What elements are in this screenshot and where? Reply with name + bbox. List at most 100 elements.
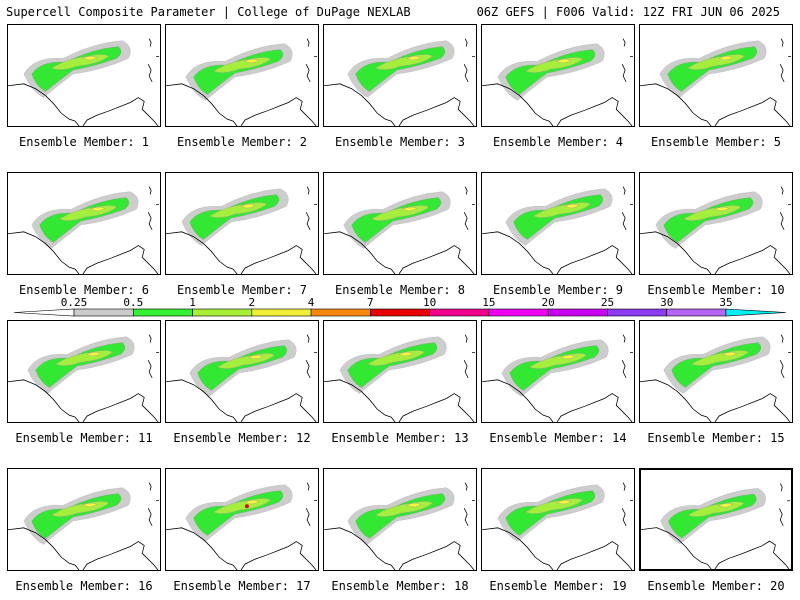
- colorbar-swatch: [666, 308, 727, 317]
- scp-map-9: [482, 186, 634, 274]
- ensemble-panel-6[interactable]: [7, 172, 161, 275]
- ensemble-member-label: Ensemble Member: 5: [650, 135, 782, 149]
- ensemble-member-label: Ensemble Member: 7: [176, 283, 308, 297]
- colorbar: [13, 308, 787, 317]
- scp-contour-3: [90, 206, 106, 212]
- scp-map-4: [482, 38, 634, 126]
- ensemble-panel-14[interactable]: [481, 320, 635, 423]
- coastline: [641, 483, 791, 569]
- scp-contour-3: [560, 354, 576, 360]
- coastline: [324, 38, 476, 126]
- ensemble-panel-17[interactable]: [165, 468, 319, 571]
- scp-contour-3: [406, 55, 422, 61]
- colorbar-tick-label: 2: [248, 296, 256, 309]
- ensemble-member-label: Ensemble Member: 13: [331, 431, 469, 445]
- colorbar-swatch: [132, 308, 193, 317]
- header-title: Supercell Composite Parameter | College …: [6, 5, 411, 19]
- scp-contour-3: [244, 58, 260, 64]
- colorbar-tick-label: 1: [189, 296, 196, 309]
- scp-map-11: [8, 334, 160, 422]
- coastline: [640, 38, 792, 126]
- ensemble-panel-5[interactable]: [639, 24, 793, 127]
- ensemble-member-label: Ensemble Member: 12: [173, 431, 311, 445]
- scp-contour-3: [402, 206, 418, 212]
- ensemble-panel-12[interactable]: [165, 320, 319, 423]
- scp-map-14: [482, 334, 634, 422]
- coastline: [8, 334, 160, 422]
- colorbar-tick-label: 35: [719, 296, 733, 309]
- scp-map-8: [324, 186, 476, 274]
- scp-contour-3: [718, 55, 734, 61]
- scp-map-7: [166, 186, 318, 274]
- scp-max-spot: [244, 504, 249, 509]
- scp-map-1: [8, 38, 160, 126]
- ensemble-panel-1[interactable]: [7, 24, 161, 127]
- coastline: [324, 482, 476, 570]
- colorbar-tick-label: 0.25: [60, 296, 88, 309]
- colorbar-tick-label: 25: [600, 296, 615, 309]
- coastline: [482, 334, 634, 422]
- colorbar-swatch: [310, 308, 371, 317]
- coastline: [482, 38, 634, 126]
- scp-contour-3: [240, 203, 256, 209]
- coastline: [166, 38, 318, 126]
- scp-map-18: [324, 482, 476, 570]
- scp-contour-3: [248, 354, 264, 360]
- scp-map-15: [640, 334, 792, 422]
- ensemble-panel-9[interactable]: [481, 172, 635, 275]
- scp-contour-3: [82, 55, 98, 61]
- colorbar-swatch: [607, 308, 668, 317]
- ensemble-member-label: Ensemble Member: 4: [492, 135, 624, 149]
- ensemble-panel-18[interactable]: [323, 468, 477, 571]
- coastline: [8, 186, 160, 274]
- colorbar-swatch: [251, 308, 312, 317]
- ensemble-member-label: Ensemble Member: 6: [18, 283, 150, 297]
- ensemble-panel-15[interactable]: [639, 320, 793, 423]
- colorbar-tick-label: 4: [307, 296, 315, 309]
- ensemble-panel-16[interactable]: [7, 468, 161, 571]
- coastline: [324, 186, 476, 274]
- colorbar-swatch: [73, 308, 134, 317]
- ensemble-panel-19[interactable]: [481, 468, 635, 571]
- scp-contour-3: [86, 351, 102, 357]
- scp-contour-3: [556, 58, 572, 64]
- ensemble-member-label: Ensemble Member: 10: [647, 283, 785, 297]
- scp-map-17: [166, 482, 318, 570]
- scp-contour-3: [398, 351, 414, 357]
- ensemble-panel-2[interactable]: [165, 24, 319, 127]
- ensemble-panel-3[interactable]: [323, 24, 477, 127]
- scp-map-6: [8, 186, 160, 274]
- scp-map-10: [640, 186, 792, 274]
- ensemble-member-label: Ensemble Member: 11: [15, 431, 153, 445]
- colorbar-tick-label: 7: [367, 296, 374, 309]
- ensemble-member-label: Ensemble Member: 15: [647, 431, 785, 445]
- scp-map-5: [640, 38, 792, 126]
- ensemble-panel-4[interactable]: [481, 24, 635, 127]
- ensemble-member-label: Ensemble Member: 2: [176, 135, 308, 149]
- ensemble-member-label: Ensemble Member: 17: [173, 579, 311, 593]
- header-valid-time: 06Z GEFS | F006 Valid: 12Z FRI JUN 06 20…: [476, 5, 780, 19]
- ensemble-member-label: Ensemble Member: 9: [492, 283, 624, 297]
- scp-map-13: [324, 334, 476, 422]
- ensemble-panel-8[interactable]: [323, 172, 477, 275]
- coastline: [8, 482, 160, 570]
- ensemble-panel-20[interactable]: [639, 468, 793, 571]
- scp-contour-3: [718, 503, 733, 508]
- colorbar-tick-label: 15: [482, 296, 496, 309]
- ensemble-panel-13[interactable]: [323, 320, 477, 423]
- ensemble-panel-10[interactable]: [639, 172, 793, 275]
- ensemble-member-label: Ensemble Member: 19: [489, 579, 627, 593]
- colorbar-tick-label: 0.5: [123, 296, 144, 309]
- scp-map-16: [8, 482, 160, 570]
- coastline: [640, 186, 792, 274]
- ensemble-panel-7[interactable]: [165, 172, 319, 275]
- ensemble-panel-11[interactable]: [7, 320, 161, 423]
- scp-contour-3: [406, 502, 422, 508]
- colorbar-swatch: [370, 308, 430, 317]
- colorbar-swatch: [192, 308, 253, 317]
- coastline: [166, 186, 318, 274]
- ensemble-member-label: Ensemble Member: 8: [334, 283, 466, 297]
- coastline: [166, 482, 318, 570]
- scp-contour-3: [556, 499, 572, 505]
- scp-map-20: [641, 483, 791, 569]
